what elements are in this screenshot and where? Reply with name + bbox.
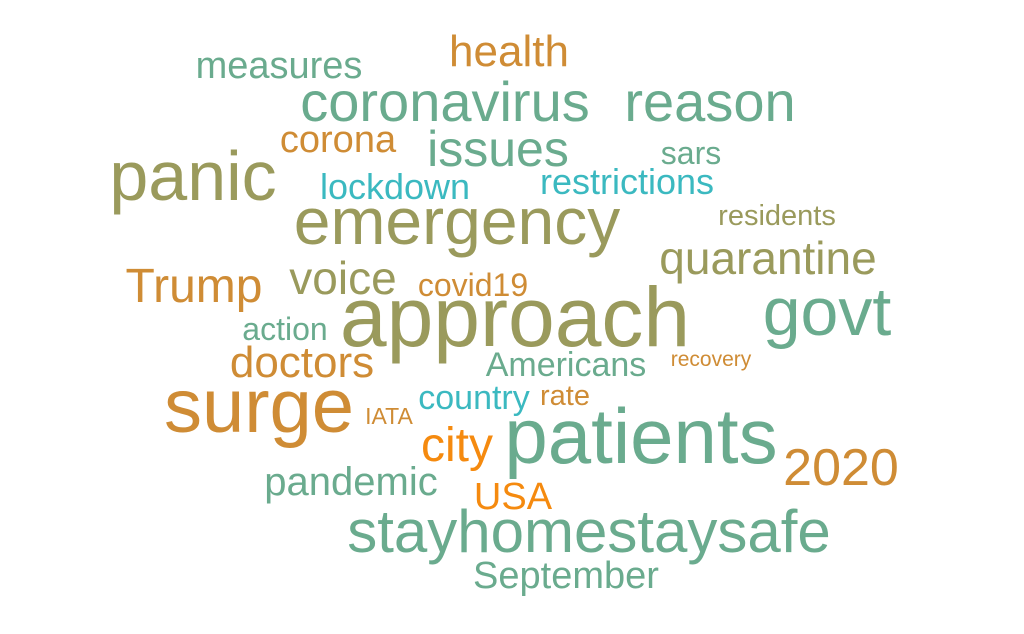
word-voice: voice <box>289 252 397 304</box>
word-usa: USA <box>473 476 553 518</box>
word-pandemic: pandemic <box>264 460 438 504</box>
word-action: action <box>242 311 328 347</box>
word-covid19: covid19 <box>417 267 529 303</box>
word-restrictions: restrictions <box>539 161 715 202</box>
word-surge: surge <box>163 364 355 449</box>
word-americans: Americans <box>485 346 647 384</box>
word-country: country <box>418 379 530 417</box>
word-measures: measures <box>195 45 363 87</box>
word-reason: reason <box>624 70 796 133</box>
word-emergency: emergency <box>293 184 621 258</box>
word-stayhomestaysafe: stayhomestaysafe <box>347 498 831 565</box>
word-iata: IATA <box>365 403 413 429</box>
word-doctors: doctors <box>229 338 375 387</box>
word-approach: approach <box>339 270 691 364</box>
word-health: health <box>449 27 569 76</box>
word-trump: Trump <box>125 260 263 313</box>
word-city: city <box>421 419 493 472</box>
word-residents: residents <box>718 200 836 232</box>
word-corona: corona <box>279 119 397 161</box>
word-sars: sars <box>660 135 722 171</box>
word-issues: issues <box>427 121 569 177</box>
word-coronavirus: coronavirus <box>300 70 590 133</box>
word-2020: 2020 <box>783 439 899 497</box>
word-rate: rate <box>540 380 590 412</box>
word-recovery: recovery <box>670 348 752 371</box>
word-panic: panic <box>109 137 277 215</box>
word-quarantine: quarantine <box>659 232 877 284</box>
word-govt: govt <box>762 274 892 350</box>
word-september: September <box>473 555 659 597</box>
word-lockdown: lockdown <box>319 166 471 207</box>
word-patients: patients <box>504 392 778 480</box>
